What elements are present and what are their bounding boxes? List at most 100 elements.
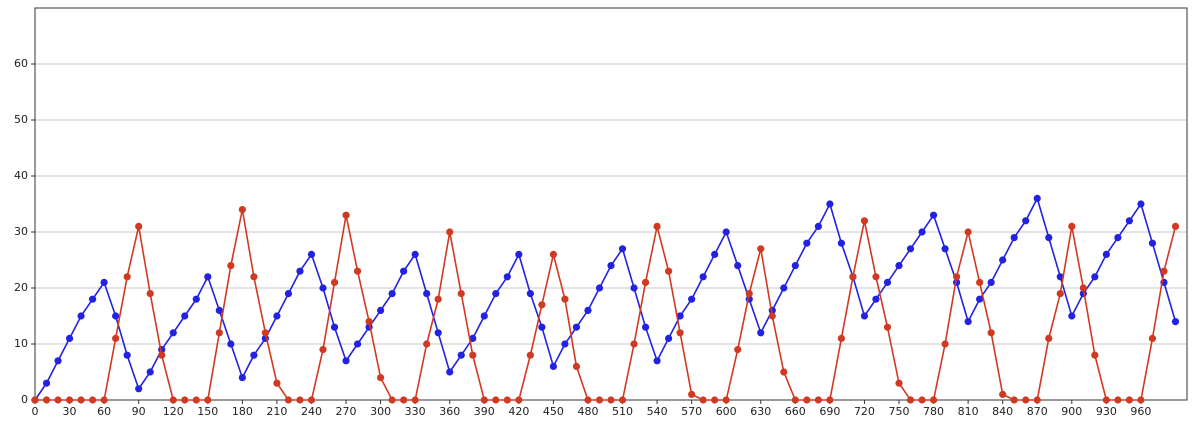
x-tick-label: 900 bbox=[1061, 405, 1082, 418]
point bbox=[261, 329, 269, 337]
y-tick-label: 0 bbox=[21, 393, 28, 406]
point bbox=[549, 362, 558, 370]
point bbox=[42, 379, 51, 387]
x-tick-label: 180 bbox=[232, 405, 253, 418]
x-tick-label: 600 bbox=[716, 405, 737, 418]
point bbox=[1114, 234, 1122, 242]
point bbox=[1022, 217, 1030, 225]
point bbox=[734, 346, 742, 354]
point bbox=[284, 290, 293, 298]
point bbox=[503, 273, 511, 281]
point bbox=[77, 312, 85, 320]
point bbox=[711, 396, 719, 404]
point bbox=[906, 396, 915, 404]
point bbox=[630, 340, 638, 348]
point bbox=[607, 262, 615, 270]
point bbox=[665, 267, 673, 275]
point bbox=[469, 351, 477, 359]
point bbox=[307, 396, 316, 404]
point bbox=[434, 295, 442, 303]
point bbox=[584, 396, 592, 404]
point bbox=[1102, 250, 1110, 258]
point bbox=[1091, 273, 1099, 281]
point bbox=[146, 290, 154, 298]
point bbox=[653, 222, 661, 230]
x-tick-label: 510 bbox=[612, 405, 633, 418]
point bbox=[388, 290, 396, 298]
point bbox=[780, 368, 788, 376]
point bbox=[699, 273, 707, 281]
x-tick-label: 750 bbox=[889, 405, 910, 418]
point bbox=[837, 239, 846, 247]
point bbox=[54, 357, 62, 365]
point bbox=[411, 250, 419, 258]
point bbox=[929, 211, 938, 219]
point bbox=[791, 396, 799, 404]
x-tick-label: 690 bbox=[819, 405, 840, 418]
point bbox=[803, 396, 811, 404]
point bbox=[31, 396, 39, 404]
point bbox=[100, 396, 108, 404]
point bbox=[561, 340, 569, 348]
y-tick-label: 60 bbox=[14, 57, 28, 70]
point bbox=[722, 396, 730, 404]
point bbox=[77, 396, 85, 404]
x-tick-label: 390 bbox=[474, 405, 495, 418]
series-line bbox=[34, 196, 1177, 401]
x-tick-label: 660 bbox=[785, 405, 806, 418]
point bbox=[1022, 396, 1030, 404]
x-tick-label: 960 bbox=[1130, 405, 1151, 418]
point bbox=[365, 318, 373, 326]
point bbox=[192, 396, 200, 404]
point bbox=[123, 273, 131, 281]
point bbox=[1045, 334, 1053, 342]
point bbox=[457, 351, 465, 359]
x-tick-label: 120 bbox=[163, 405, 184, 418]
y-tick-label: 20 bbox=[14, 281, 28, 294]
point bbox=[987, 329, 995, 337]
point bbox=[572, 323, 581, 331]
point bbox=[757, 329, 765, 337]
point bbox=[273, 312, 281, 320]
point bbox=[976, 278, 984, 286]
point bbox=[826, 396, 834, 404]
x-tick-label: 150 bbox=[197, 405, 218, 418]
point bbox=[469, 334, 477, 342]
point bbox=[941, 245, 949, 253]
x-tick-label: 90 bbox=[132, 405, 146, 418]
point bbox=[250, 351, 258, 359]
point bbox=[181, 396, 189, 404]
point bbox=[561, 295, 569, 303]
point bbox=[987, 278, 995, 286]
point bbox=[641, 323, 650, 331]
point bbox=[999, 390, 1007, 398]
point bbox=[1033, 194, 1041, 202]
point bbox=[250, 273, 258, 281]
point bbox=[814, 396, 822, 404]
y-tick-label: 50 bbox=[14, 113, 28, 126]
point bbox=[1171, 222, 1180, 230]
point bbox=[215, 306, 223, 314]
point bbox=[1125, 217, 1133, 225]
point bbox=[791, 262, 799, 270]
point bbox=[826, 200, 834, 208]
point bbox=[227, 262, 235, 270]
point bbox=[434, 329, 442, 337]
point bbox=[238, 206, 246, 214]
point bbox=[964, 318, 972, 326]
point bbox=[1137, 396, 1145, 404]
series-line bbox=[35, 209, 1177, 401]
point bbox=[630, 284, 638, 292]
point bbox=[653, 357, 661, 365]
point bbox=[1148, 239, 1157, 247]
point bbox=[607, 396, 615, 404]
point bbox=[492, 396, 500, 404]
point bbox=[757, 245, 765, 253]
point bbox=[388, 396, 396, 404]
x-tick-label: 780 bbox=[923, 405, 944, 418]
point bbox=[572, 362, 581, 370]
point bbox=[446, 368, 454, 376]
point bbox=[745, 290, 753, 298]
point bbox=[688, 390, 696, 398]
